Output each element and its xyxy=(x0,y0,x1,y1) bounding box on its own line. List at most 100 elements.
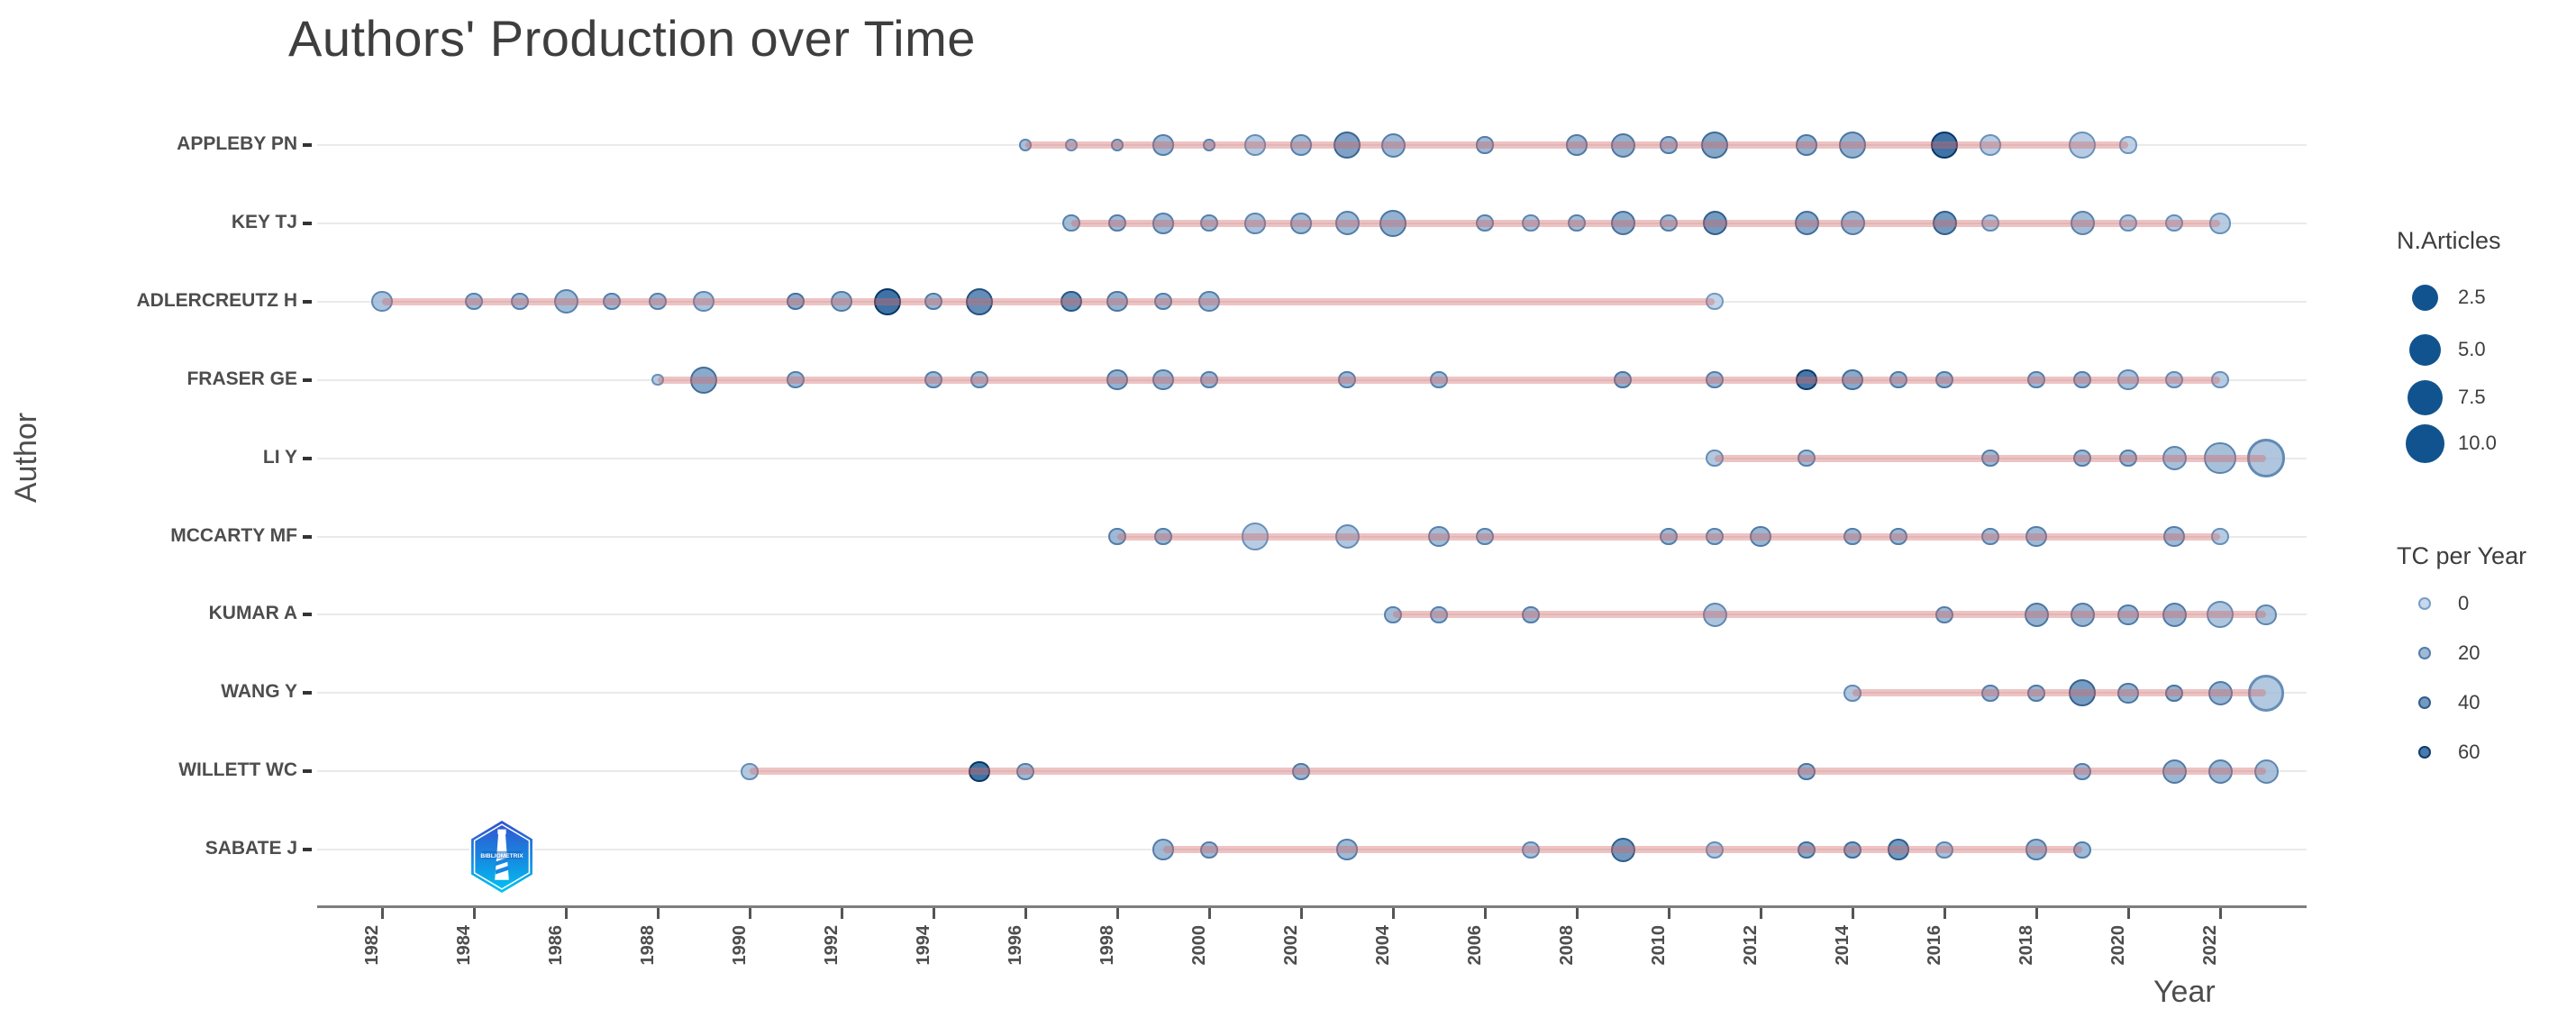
data-point xyxy=(1660,527,1678,546)
data-point xyxy=(2246,439,2286,477)
data-point xyxy=(1702,602,1727,627)
author-axis-label: MCCARTY MF xyxy=(170,524,297,546)
color-legend-dot xyxy=(2418,746,2431,759)
logo-text: BIBLIOMETRIX xyxy=(480,853,523,859)
data-point xyxy=(1062,214,1080,232)
data-point xyxy=(2025,839,2047,860)
data-point xyxy=(924,371,942,389)
size-legend-label: 10.0 xyxy=(2458,432,2497,454)
data-point xyxy=(1706,371,1724,389)
x-axis-tick xyxy=(1391,908,1395,919)
x-axis-tick-label: 1994 xyxy=(914,925,933,966)
data-point xyxy=(1935,841,1953,859)
data-point xyxy=(2119,450,2137,468)
data-point xyxy=(2025,525,2047,548)
data-point xyxy=(2162,759,2187,784)
data-point xyxy=(1428,525,1450,548)
data-point xyxy=(1930,131,1959,159)
data-point xyxy=(2073,371,2091,389)
data-point xyxy=(970,371,988,389)
data-point xyxy=(1200,841,1218,859)
y-axis-title: Author xyxy=(9,412,43,504)
data-point xyxy=(1241,523,1270,550)
data-point xyxy=(2165,371,2183,389)
row-grid-line xyxy=(317,378,2307,381)
color-legend-title: TC per Year xyxy=(2397,542,2527,569)
data-point xyxy=(1660,136,1678,154)
data-point xyxy=(1152,369,1174,391)
timespan-line xyxy=(1393,611,2266,619)
row-grid-line xyxy=(317,613,2307,616)
data-point xyxy=(1706,841,1724,859)
data-point xyxy=(2027,684,2045,702)
x-axis-tick xyxy=(1207,908,1211,919)
row-grid-line xyxy=(317,222,2307,224)
author-axis-label: KEY TJ xyxy=(231,211,297,232)
x-axis-tick xyxy=(1759,908,1762,919)
data-point xyxy=(651,373,664,386)
data-point xyxy=(1981,684,1999,702)
y-axis-tick xyxy=(303,456,312,460)
data-point xyxy=(1838,131,1867,159)
data-point xyxy=(924,293,942,311)
data-point xyxy=(1336,839,1358,860)
data-point xyxy=(1522,841,1540,859)
data-point xyxy=(2073,450,2091,468)
data-point xyxy=(2117,604,2139,626)
data-point xyxy=(1660,214,1678,232)
size-legend-label: 2.5 xyxy=(2458,286,2486,308)
size-legend-dot xyxy=(2411,284,2438,311)
data-point xyxy=(1614,371,1632,389)
data-point xyxy=(787,293,805,311)
data-point xyxy=(2027,371,2045,389)
data-point xyxy=(1522,214,1540,232)
author-axis-label: KUMAR A xyxy=(208,603,297,624)
timespan-line xyxy=(1852,689,2266,697)
data-point xyxy=(873,287,902,315)
x-axis-tick xyxy=(1299,908,1303,919)
row-grid-line xyxy=(317,300,2307,303)
data-point xyxy=(2209,213,2231,234)
timespan-line xyxy=(658,376,2220,384)
data-point xyxy=(1244,134,1266,156)
data-point xyxy=(1840,211,1865,236)
timespan-line xyxy=(382,297,1715,305)
data-point xyxy=(1016,762,1034,780)
x-axis-tick-label: 2016 xyxy=(1925,925,1944,966)
x-axis-tick-label: 1998 xyxy=(1097,925,1117,966)
data-point xyxy=(2119,136,2137,154)
data-point xyxy=(1610,211,1635,236)
data-point xyxy=(2117,369,2139,391)
data-point xyxy=(1706,450,1724,468)
size-legend-label: 5.0 xyxy=(2458,338,2486,360)
chart-title: Authors' Production over Time xyxy=(288,10,976,67)
data-point xyxy=(1700,131,1729,159)
author-axis-label: LI Y xyxy=(262,446,297,468)
x-axis-tick xyxy=(840,908,843,919)
data-point xyxy=(1702,211,1727,236)
author-axis-label: SABATE J xyxy=(205,838,297,859)
data-point xyxy=(649,293,667,311)
data-point xyxy=(1060,291,1082,313)
x-axis-tick xyxy=(1483,908,1487,919)
data-point xyxy=(1384,605,1402,623)
color-legend-label: 20 xyxy=(2458,641,2480,664)
data-point xyxy=(1200,214,1218,232)
x-axis-line xyxy=(317,905,2307,908)
x-axis-tick xyxy=(380,908,384,919)
timespan-line xyxy=(1025,141,2128,149)
color-legend-dot xyxy=(2418,696,2431,709)
data-point xyxy=(1152,839,1174,860)
data-point xyxy=(1798,841,1816,859)
data-point xyxy=(1980,134,2001,156)
data-point xyxy=(1889,371,1907,389)
x-axis-tick-label: 1996 xyxy=(1006,925,1025,966)
x-axis-tick xyxy=(1943,908,1946,919)
data-point xyxy=(2165,214,2183,232)
data-point xyxy=(1430,371,1448,389)
y-axis-tick xyxy=(303,143,312,147)
size-legend-dot xyxy=(2407,379,2443,415)
data-point xyxy=(2211,527,2229,546)
data-point xyxy=(693,291,715,313)
data-point xyxy=(1065,139,1078,151)
